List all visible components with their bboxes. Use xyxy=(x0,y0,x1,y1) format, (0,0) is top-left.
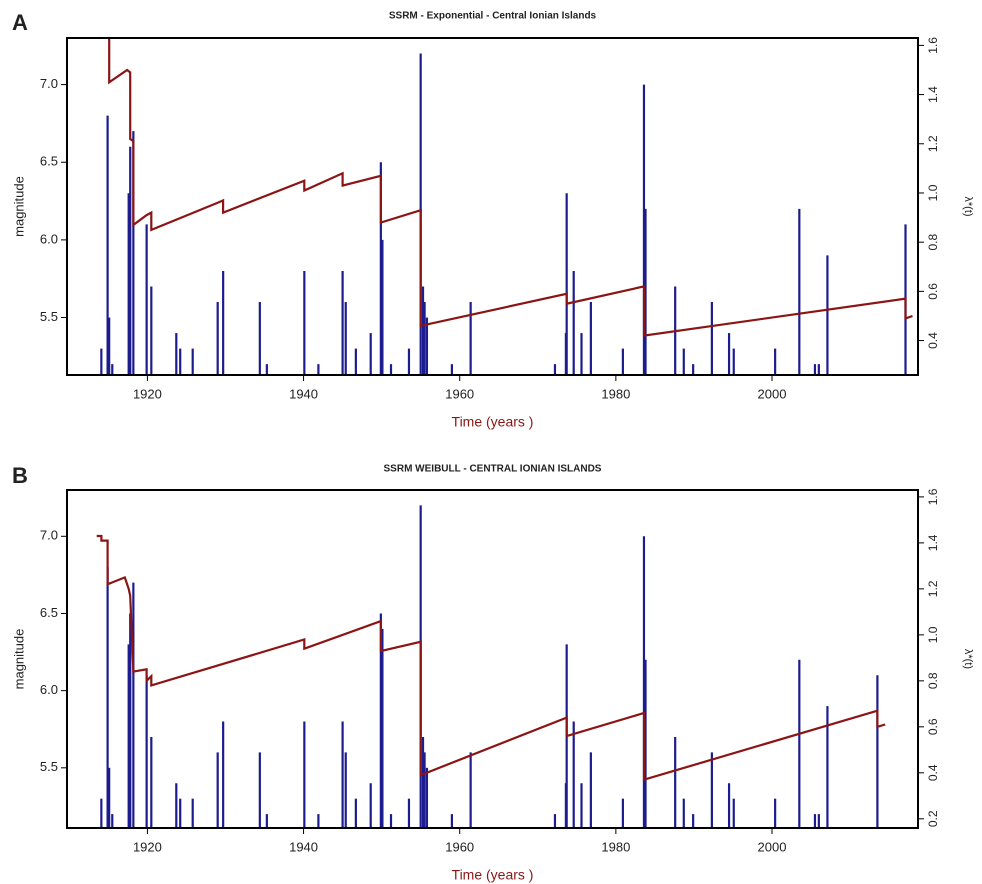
y-tick-label: 6.0 xyxy=(40,231,58,246)
x-axis-label: Time (years ) xyxy=(452,414,534,430)
chart-title: SSRM WEIBULL - CENTRAL IONIAN ISLANDS xyxy=(384,464,602,475)
y-tick-label: 7.0 xyxy=(40,76,58,91)
x-tick-label: 1980 xyxy=(601,386,630,401)
y-axis-label: magnitude xyxy=(11,629,26,690)
y2-tick-label: 0.4 xyxy=(926,332,940,349)
x-tick-label: 1920 xyxy=(133,839,162,854)
y-tick-label: 7.0 xyxy=(40,528,58,543)
x-tick-label: 1920 xyxy=(133,386,162,401)
chart-title: SSRM - Exponential - Central Ionian Isla… xyxy=(389,11,597,22)
x-tick-label: 1940 xyxy=(289,386,318,401)
plot-frame xyxy=(66,489,919,829)
panel-label: A xyxy=(12,10,28,35)
x-tick-label: 1980 xyxy=(601,839,630,854)
plot-area xyxy=(100,38,913,375)
x-tick-label: 1960 xyxy=(445,386,474,401)
y-tick-label: 5.5 xyxy=(40,309,58,324)
y-tick-label: 6.0 xyxy=(40,682,58,697)
y-tick-label: 6.5 xyxy=(40,605,58,620)
y-tick-label: 5.5 xyxy=(40,759,58,774)
y2-axis-label: λ*(t) xyxy=(962,649,974,669)
y2-tick-label: 1.2 xyxy=(926,135,940,152)
y2-axis-label: λ*(t) xyxy=(962,196,974,216)
y2-tick-label: 0.6 xyxy=(926,283,940,300)
y2-tick-label: 1.6 xyxy=(926,488,940,505)
y2-tick-label: 1.4 xyxy=(926,534,940,551)
y2-tick-label: 0.8 xyxy=(926,672,940,689)
x-tick-label: 1960 xyxy=(445,839,474,854)
y-tick-label: 6.5 xyxy=(40,154,58,169)
y2-tick-label: 0.8 xyxy=(926,234,940,251)
intensity-line xyxy=(108,38,913,337)
y2-tick-label: 1.0 xyxy=(926,626,940,643)
panel-label: B xyxy=(12,463,28,488)
y-axis-label: magnitude xyxy=(11,176,26,237)
y2-tick-label: 0.2 xyxy=(926,810,940,827)
x-tick-label: 2000 xyxy=(758,839,787,854)
y2-tick-label: 1.2 xyxy=(926,580,940,597)
intensity-line xyxy=(96,534,886,782)
y2-tick-label: 1.6 xyxy=(926,37,940,54)
plot-frame xyxy=(66,37,919,376)
plot-area xyxy=(96,505,886,828)
y2-tick-label: 1.4 xyxy=(926,86,940,103)
x-axis-label: Time (years ) xyxy=(452,867,534,883)
x-tick-label: 1940 xyxy=(289,839,318,854)
y2-tick-label: 0.4 xyxy=(926,764,940,781)
y2-tick-label: 0.6 xyxy=(926,718,940,735)
x-tick-label: 2000 xyxy=(758,386,787,401)
y2-tick-label: 1.0 xyxy=(926,184,940,201)
